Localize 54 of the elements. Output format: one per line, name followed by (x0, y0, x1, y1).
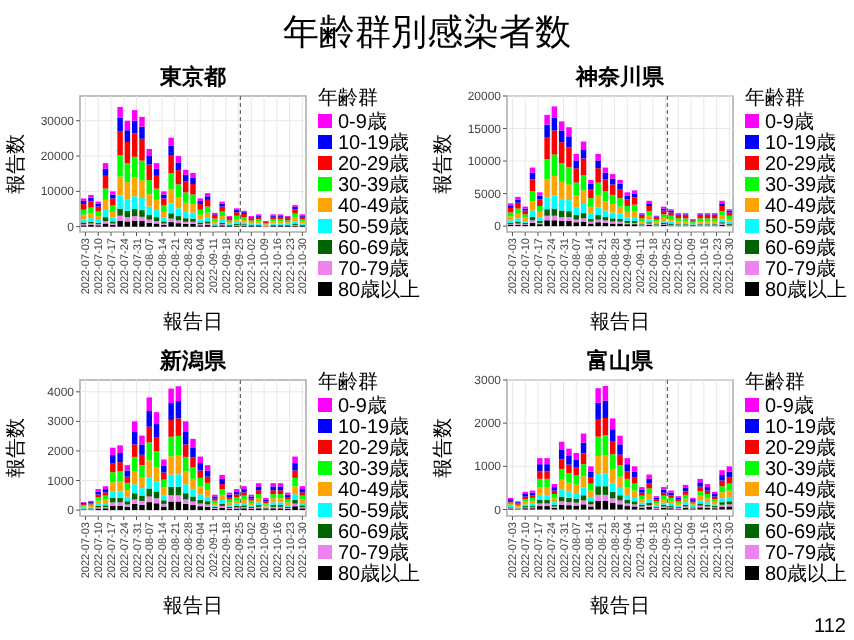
legend-label: 50-59歳 (765, 499, 837, 523)
legend-label: 20-29歳 (338, 436, 410, 460)
legend-label: 50-59歳 (338, 499, 410, 523)
legend-label: 30-39歳 (338, 173, 410, 197)
legend-label: 80歳以上 (765, 278, 848, 302)
x-axis-title: 報告日 (590, 310, 650, 334)
legend-label: 10-19歳 (765, 415, 837, 439)
legend-title: 年齢群 (745, 86, 805, 110)
legend-label: 70-79歳 (338, 257, 410, 281)
legend-label: 40-49歳 (765, 478, 837, 502)
y-axis-title: 報告数 (4, 134, 28, 194)
legend-label: 20-29歳 (338, 152, 410, 176)
chart-title: 東京都 (158, 64, 226, 90)
legend-label: 60-69歳 (338, 520, 410, 544)
legend-label: 20-29歳 (765, 152, 837, 176)
y-axis-title: 報告数 (431, 134, 455, 194)
y-axis-title: 報告数 (431, 418, 455, 478)
legend-title: 年齢群 (745, 370, 805, 394)
legend-label: 0-9歳 (338, 394, 387, 418)
chart-title: 新潟県 (158, 348, 228, 374)
legend-label: 10-19歳 (338, 131, 410, 155)
legend-title: 年齢群 (318, 370, 378, 394)
legend-label: 40-49歳 (765, 194, 837, 218)
legend-label: 70-79歳 (765, 257, 837, 281)
legend-title: 年齢群 (318, 86, 378, 110)
legend-label: 70-79歳 (765, 541, 837, 565)
legend-label: 50-59歳 (338, 215, 410, 239)
chart-title: 神奈川県 (574, 64, 666, 90)
text: 112 (814, 616, 847, 638)
legend-label: 80歳以上 (338, 562, 421, 586)
legend-label: 0-9歳 (765, 394, 814, 418)
legend-label: 10-19歳 (338, 415, 410, 439)
legend-label: 30-39歳 (338, 457, 410, 481)
x-axis-title: 報告日 (163, 594, 223, 618)
legend-label: 0-9歳 (338, 110, 387, 134)
legend-label: 80歳以上 (765, 562, 848, 586)
legend-label: 60-69歳 (765, 236, 837, 260)
legend-label: 20-29歳 (765, 436, 837, 460)
legend-label: 60-69歳 (765, 520, 837, 544)
y-axis-title: 報告数 (4, 418, 28, 478)
legend-label: 40-49歳 (338, 194, 410, 218)
chart-title: 富山県 (587, 348, 655, 374)
legend-label: 0-9歳 (765, 110, 814, 134)
x-axis-title: 報告日 (163, 310, 223, 334)
legend-label: 60-69歳 (338, 236, 410, 260)
legend-label: 40-49歳 (338, 478, 410, 502)
legend-label: 10-19歳 (765, 131, 837, 155)
legend-label: 50-59歳 (765, 215, 837, 239)
legend-label: 80歳以上 (338, 278, 421, 302)
legend-label: 30-39歳 (765, 457, 837, 481)
x-axis-title: 報告日 (590, 594, 650, 618)
text: 年齢群別感染者数 (283, 12, 571, 52)
legend-label: 70-79歳 (338, 541, 410, 565)
legend-label: 30-39歳 (765, 173, 837, 197)
